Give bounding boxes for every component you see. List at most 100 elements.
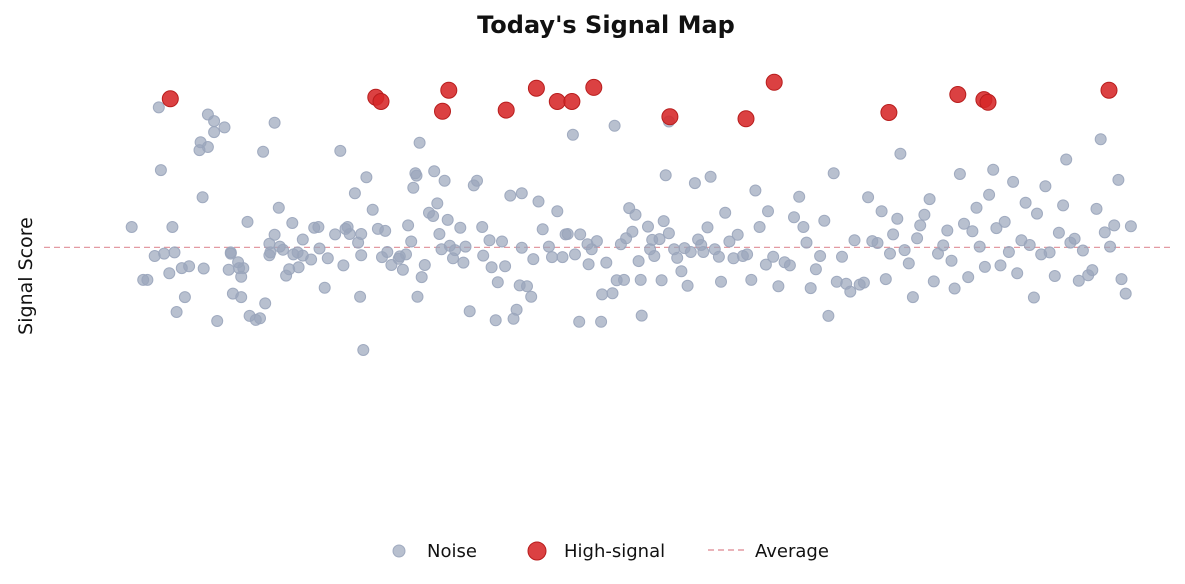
noise-point: [510, 303, 523, 316]
noise-point: [701, 221, 714, 234]
noise-point: [561, 228, 574, 240]
legend-average-label: Average: [755, 541, 829, 562]
high-signal-point: [765, 73, 783, 91]
noise-point: [898, 244, 911, 257]
noise-point: [797, 221, 810, 233]
noise-point: [196, 191, 209, 204]
noise-point: [704, 170, 717, 183]
noise-point: [648, 250, 661, 262]
noise-point: [433, 228, 446, 240]
noise-point: [723, 235, 736, 248]
noise-point: [515, 241, 528, 254]
noise-point: [941, 224, 954, 237]
noise-point: [1094, 133, 1107, 146]
noise-point: [745, 273, 758, 286]
noise-point: [871, 237, 884, 249]
noise-point: [629, 208, 642, 221]
noise-point: [477, 249, 490, 262]
noise-point: [268, 228, 281, 241]
noise-point: [400, 248, 412, 261]
noise-point: [546, 251, 558, 264]
noise-point: [366, 203, 379, 216]
noise-point: [1052, 226, 1065, 239]
noise-point: [844, 285, 857, 298]
noise-point: [321, 252, 334, 265]
noise-point: [551, 205, 564, 218]
noise-point: [635, 309, 648, 322]
noise-point: [642, 220, 654, 233]
noise-point: [918, 208, 931, 221]
noise-point: [582, 258, 595, 271]
noise-point: [827, 167, 840, 180]
noise-point: [357, 344, 370, 356]
noise-point: [471, 174, 483, 187]
noise-point: [292, 261, 305, 274]
noise-point: [485, 261, 498, 274]
noise-point: [428, 165, 441, 178]
noise-point: [1039, 180, 1052, 193]
noise-point: [527, 253, 540, 266]
noise-point: [556, 251, 569, 264]
high-signal-point: [434, 102, 451, 120]
noise-point: [879, 273, 892, 286]
noise-point: [712, 250, 725, 263]
high-signal-point: [161, 90, 179, 108]
noise-point: [788, 211, 800, 224]
noise-point: [987, 163, 1000, 176]
noise-point: [313, 242, 326, 255]
noise-point: [208, 115, 221, 128]
noise-point: [141, 273, 154, 286]
noise-point: [731, 228, 744, 241]
noise-point: [606, 287, 619, 300]
noise-point: [759, 258, 772, 271]
noise-point: [772, 280, 785, 293]
noise-point: [1043, 246, 1056, 259]
noise-point: [463, 305, 476, 318]
noise-point: [626, 225, 639, 238]
noise-point: [937, 239, 950, 252]
noise-point: [1072, 274, 1085, 287]
noise-point: [590, 235, 603, 248]
noise-point: [449, 244, 461, 257]
noise-point: [208, 126, 221, 139]
noise-point: [415, 271, 428, 284]
noise-point: [894, 147, 907, 160]
noise-point: [822, 309, 835, 322]
noise-point: [574, 228, 587, 241]
noise-point: [410, 169, 423, 182]
noise-point: [1057, 199, 1070, 212]
noise-point: [360, 171, 373, 184]
noise-point: [884, 247, 896, 260]
noise-point: [608, 119, 621, 132]
noise-point: [600, 256, 613, 269]
noise-point: [994, 259, 1007, 272]
noise-point: [857, 276, 870, 289]
noise-point: [476, 221, 489, 233]
noise-point: [1011, 267, 1024, 280]
legend-noise-marker: [392, 544, 406, 558]
noise-point: [566, 128, 579, 141]
noise-point: [809, 263, 822, 276]
noise-point: [970, 201, 983, 214]
noise-point: [1098, 226, 1111, 239]
noise-point: [1060, 153, 1073, 166]
noise-point: [1023, 239, 1036, 251]
noise-point: [1108, 219, 1121, 232]
noise-point: [286, 217, 299, 229]
noise-point: [675, 265, 688, 278]
noise-point: [355, 249, 368, 262]
high-signal-point: [548, 93, 566, 110]
plot-area: [44, 73, 1170, 356]
noise-point: [887, 228, 900, 241]
noise-point: [653, 233, 666, 246]
noise-point: [489, 314, 502, 327]
noise-point: [496, 235, 508, 248]
noise-point: [166, 221, 179, 233]
noise-point: [749, 184, 762, 197]
noise-point: [804, 282, 817, 295]
noise-point: [715, 275, 727, 288]
noise-point: [814, 250, 827, 262]
noise-point: [491, 276, 504, 289]
noise-point: [170, 306, 183, 318]
noise-point: [762, 205, 774, 218]
